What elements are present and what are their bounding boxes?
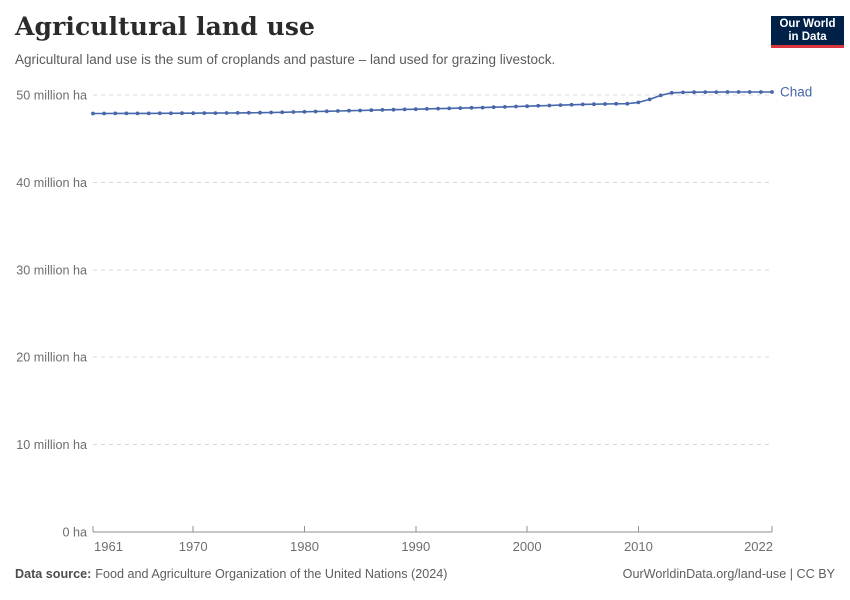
data-point[interactable] [113,111,118,116]
data-point[interactable] [380,108,385,112]
data-point[interactable] [503,105,507,109]
y-axis-tick-label: 10 million ha [16,438,87,452]
data-point[interactable] [480,105,485,110]
y-axis-tick-label: 40 million ha [16,176,87,190]
data-point[interactable] [569,102,574,107]
x-axis-tick-label: 2010 [624,539,653,554]
data-point[interactable] [770,90,774,94]
data-point[interactable] [246,110,251,115]
data-point[interactable] [580,102,585,107]
data-point[interactable] [102,111,106,116]
data-point[interactable] [647,97,652,102]
data-point[interactable] [514,104,518,109]
y-axis-tick-label: 0 ha [62,526,87,540]
y-axis-tick-label: 20 million ha [16,351,87,365]
data-point[interactable] [413,107,418,112]
owid-logo-line2: in Data [788,30,827,43]
data-point[interactable] [135,111,140,116]
data-point[interactable] [157,111,162,116]
data-point[interactable] [291,110,296,114]
data-source-label: Data source: [15,567,92,581]
x-axis-tick-label: 1970 [179,539,208,554]
data-point[interactable] [736,90,741,94]
data-point[interactable] [224,111,229,115]
data-point[interactable] [658,93,663,98]
x-axis-tick-label: 2022 [744,539,773,554]
owid-logo-line1: Our World [779,18,836,30]
data-point[interactable] [180,111,184,116]
x-axis-tick-label: 2000 [513,539,542,554]
page-subtitle: Agricultural land use is the sum of crop… [15,52,556,67]
data-point[interactable] [280,110,285,115]
line-chart[interactable]: 0 ha 10 million ha 20 million ha 30 million… [0,0,850,560]
chart-footer: Data source: Food and Agriculture Organiz… [15,564,835,584]
data-point[interactable] [692,90,696,95]
data-point[interactable] [547,103,552,108]
data-point[interactable] [669,90,674,95]
data-point[interactable] [714,90,719,94]
data-point[interactable] [592,102,596,107]
y-axis-tick-label: 30 million ha [16,263,87,277]
credit-link[interactable]: OurWorldinData.org/land-use | CC BY [622,567,835,581]
data-source-text: Food and Agriculture Organization of the… [95,567,448,581]
data-point[interactable] [391,107,396,112]
data-point[interactable] [681,90,685,95]
data-point[interactable] [202,111,207,115]
data-point[interactable] [146,111,151,116]
data-point[interactable] [759,90,763,94]
data-point[interactable] [124,111,129,116]
data-point[interactable] [191,111,196,116]
data-point[interactable] [447,106,452,111]
data-point[interactable] [369,108,374,113]
data-point[interactable] [458,106,463,110]
data-point[interactable] [358,108,362,113]
data-point[interactable] [258,110,262,115]
series-label-chad[interactable]: Chad [780,85,812,100]
data-point[interactable] [469,105,474,110]
data-point[interactable] [614,101,619,106]
data-point[interactable] [91,111,95,116]
data-point[interactable] [213,111,218,115]
data-point[interactable] [269,110,273,115]
data-point[interactable] [703,90,708,94]
data-point[interactable] [536,103,541,108]
data-point[interactable] [235,111,240,115]
data-point[interactable] [725,90,730,94]
data-point[interactable] [436,106,440,111]
data-point[interactable] [347,108,351,113]
y-axis-tick-label: 50 million ha [16,89,87,103]
data-point[interactable] [747,90,752,94]
data-source: Data source: Food and Agriculture Organiz… [15,567,447,581]
data-point[interactable] [402,107,407,112]
data-point[interactable] [324,109,329,114]
data-point[interactable] [636,100,641,105]
data-point[interactable] [491,105,496,110]
x-axis-tick-label: 1980 [290,539,319,554]
data-point[interactable] [625,101,630,106]
page-title: Agricultural land use [15,12,316,41]
data-point[interactable] [603,102,607,106]
data-point[interactable] [525,104,529,109]
data-point[interactable] [313,109,318,114]
data-point[interactable] [169,111,173,116]
data-point[interactable] [425,107,429,111]
x-axis-tick-label: 1961 [94,539,123,554]
data-point[interactable] [336,109,340,113]
data-point[interactable] [302,109,307,114]
x-axis-tick-label: 1990 [401,539,430,554]
data-point[interactable] [558,103,563,107]
owid-logo[interactable]: Our World in Data [771,16,844,48]
